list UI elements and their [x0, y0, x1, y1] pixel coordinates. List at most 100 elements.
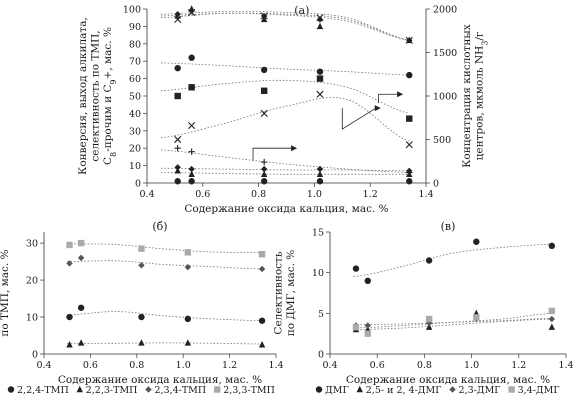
x-tick-label-b: 0.8	[129, 360, 144, 371]
trend-line-v-0	[353, 243, 552, 278]
data-point-v-0	[548, 242, 556, 250]
y-tick-label-v: 10	[312, 268, 324, 279]
panel-label-v: (в)	[441, 220, 456, 233]
y-axis-title-a: C8-прочим и C9+, мас. %	[102, 27, 118, 165]
y-tick-label-v: 15	[312, 228, 324, 239]
y2-tick-label-a: 0	[433, 179, 439, 190]
data-point-b-3	[66, 241, 73, 249]
legend-marker-v-3	[508, 386, 515, 393]
y2-tick-label-a: 2000	[433, 5, 457, 16]
data-point-b-1	[77, 339, 85, 346]
data-point-b-3	[184, 249, 192, 256]
data-point-a-9	[174, 178, 181, 185]
data-point-a-2	[188, 8, 196, 17]
y-axis-title-v: по ДМГ, мас. %	[285, 250, 297, 337]
trend-line-b-3	[67, 243, 263, 254]
x-tick-label-a: 0.4	[139, 189, 154, 200]
y-tick-label-b: 20	[26, 276, 38, 287]
y2-axis-title-a: центров, мкмоль NH3/г	[474, 31, 490, 160]
data-point-v-0	[352, 265, 360, 272]
data-point-a-9	[406, 178, 413, 185]
legend-label-b-2: 2,3,4-ТМП	[154, 385, 206, 396]
y-tick-label-a: 80	[129, 39, 141, 50]
data-point-a-2	[174, 15, 182, 24]
legend-label-b-1: 2,2,3-ТМП	[86, 385, 138, 396]
data-point-a-4	[174, 92, 181, 100]
y-tick-label-a: 50	[129, 92, 141, 103]
legend-label-b-0: 2,2,4-ТМП	[17, 385, 69, 396]
data-point-a-8	[188, 170, 195, 177]
x-tick-label-v: 0.6	[370, 360, 385, 371]
data-point-b-3	[77, 239, 85, 247]
x-tick-label-b: 1.2	[222, 360, 237, 371]
data-point-a-3	[174, 64, 181, 72]
data-point-b-1	[258, 341, 266, 348]
data-point-a-7	[260, 165, 268, 173]
legend-marker-b-2	[145, 386, 152, 393]
pointer-arrow-a-1	[378, 91, 404, 103]
data-point-a-2	[316, 14, 324, 22]
y-tick-label-a: 10	[129, 161, 141, 172]
trend-line-a-8	[160, 172, 410, 175]
data-point-a-3	[188, 54, 195, 61]
data-point-v-2	[548, 315, 556, 323]
trend-line-a-6	[160, 149, 410, 173]
data-point-a-3	[260, 66, 268, 74]
x-tick-label-b: 1.0	[176, 360, 191, 371]
x-tick-label-v: 1.2	[511, 360, 526, 371]
data-point-v-3	[473, 314, 480, 321]
x-tick-label-a: 1.0	[307, 189, 322, 200]
data-point-v-0	[473, 238, 480, 245]
data-point-v-0	[425, 257, 433, 264]
data-point-a-6	[188, 148, 195, 155]
y2-tick-label-a: 500	[433, 135, 451, 146]
trend-line-a-5	[160, 97, 410, 142]
data-point-a-1	[188, 5, 195, 12]
trend-line-b-1	[67, 342, 263, 345]
data-point-a-5	[174, 135, 182, 144]
data-point-v-3	[425, 315, 433, 323]
legend-label-v-0: ДМГ	[325, 385, 349, 396]
data-point-a-7	[188, 165, 195, 173]
trend-line-a-4	[160, 79, 410, 114]
trend-line-a-0	[160, 11, 410, 41]
data-point-b-2	[77, 254, 85, 262]
x-tick-label-b: 1.4	[268, 360, 283, 371]
data-point-v-0	[364, 277, 371, 284]
data-point-a-8	[260, 170, 268, 177]
legend-label-v-2: 2,3-ДМГ	[459, 385, 501, 396]
data-point-a-6	[260, 158, 268, 166]
y-tick-label-b: 10	[26, 313, 38, 324]
data-point-a-8	[174, 167, 181, 174]
data-point-a-2	[405, 36, 413, 44]
data-point-b-0	[77, 304, 85, 311]
data-point-a-5	[188, 121, 196, 130]
panel-label-a: (а)	[294, 4, 309, 17]
x-tick-label-a: 0.8	[251, 189, 266, 200]
data-point-a-5	[405, 141, 413, 149]
trend-line-b-2	[67, 260, 263, 270]
data-point-b-1	[66, 341, 73, 348]
legend-marker-v-1	[356, 385, 363, 393]
x-tick-label-a: 0.6	[195, 189, 210, 200]
data-point-a-8	[316, 170, 324, 177]
legend-marker-b-1	[76, 385, 83, 393]
data-point-a-5	[260, 109, 268, 117]
data-point-v-1	[425, 323, 433, 330]
data-point-a-3	[406, 71, 413, 79]
trend-line-b-0	[67, 311, 263, 322]
data-point-a-7	[316, 165, 324, 173]
legend-marker-b-3	[214, 386, 221, 393]
y-axis-title-a: селективность по ТМП,	[90, 30, 102, 161]
data-point-a-3	[316, 68, 324, 75]
x-tick-label-a: 1.2	[363, 189, 378, 200]
data-point-b-1	[138, 339, 145, 346]
trend-line-v-1	[353, 318, 552, 330]
y2-tick-label-a: 1500	[433, 48, 457, 59]
legend-marker-b-0	[7, 386, 15, 393]
y-tick-label-a: 60	[129, 74, 141, 85]
y-tick-label-b: 30	[26, 239, 38, 250]
data-point-b-0	[184, 315, 192, 323]
x-axis-title-a: Содержание оксида кальция, мас. %	[184, 203, 388, 215]
